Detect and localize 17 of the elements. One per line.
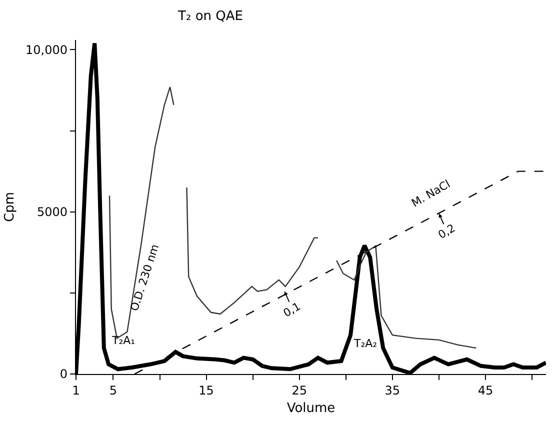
- y-tick-label: 5000: [36, 205, 68, 220]
- y-axis-title: Cpm: [2, 192, 18, 222]
- y-tick-label: 10,000: [26, 42, 68, 57]
- annotation: 0,2: [436, 222, 458, 242]
- x-tick-label: 45: [478, 384, 494, 398]
- x-tick-label: 25: [292, 384, 308, 398]
- text: O.D. 230 nm: [128, 242, 162, 313]
- annotation: T₂A₂: [353, 337, 378, 350]
- x-tick-label: 15: [198, 384, 214, 398]
- x-tick-label: 1: [72, 384, 80, 398]
- x-tick-label: 5: [109, 384, 118, 398]
- y-tick-label: 0: [60, 367, 68, 382]
- annotation: T₂A₁: [111, 334, 136, 347]
- x-tick-label: 35: [384, 384, 400, 398]
- annotation: 0,1: [281, 300, 303, 320]
- chart-title: T₂ on QAE: [177, 9, 243, 24]
- x-axis-title: Volume: [286, 401, 336, 416]
